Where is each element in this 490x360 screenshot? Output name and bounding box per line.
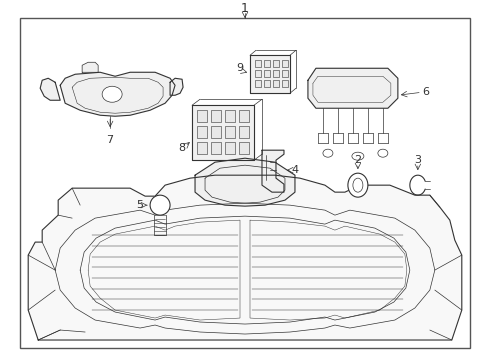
Polygon shape <box>195 158 295 206</box>
Bar <box>255 80 261 87</box>
Ellipse shape <box>352 152 364 160</box>
Bar <box>197 142 207 154</box>
Bar <box>211 110 221 122</box>
Bar <box>273 70 279 77</box>
Polygon shape <box>250 55 290 93</box>
Ellipse shape <box>353 178 363 192</box>
Bar <box>273 80 279 87</box>
Bar <box>211 142 221 154</box>
Bar <box>264 70 270 77</box>
Bar <box>197 126 207 138</box>
Polygon shape <box>72 77 163 113</box>
Text: 8: 8 <box>178 143 186 153</box>
Polygon shape <box>40 78 60 100</box>
Polygon shape <box>192 105 254 160</box>
Text: 2: 2 <box>354 155 362 165</box>
Polygon shape <box>28 175 462 340</box>
Bar <box>264 60 270 67</box>
Polygon shape <box>170 78 183 95</box>
Ellipse shape <box>150 195 170 215</box>
Bar <box>225 110 235 122</box>
Text: 5: 5 <box>137 200 144 210</box>
Bar <box>282 70 288 77</box>
Text: 9: 9 <box>237 63 244 73</box>
Bar <box>255 60 261 67</box>
Text: 7: 7 <box>106 135 114 145</box>
Polygon shape <box>80 216 410 324</box>
Polygon shape <box>60 72 175 116</box>
Text: 3: 3 <box>415 155 421 165</box>
Polygon shape <box>82 62 98 72</box>
Bar <box>255 70 261 77</box>
Polygon shape <box>88 220 240 320</box>
Bar <box>225 142 235 154</box>
Polygon shape <box>55 203 435 334</box>
Polygon shape <box>250 220 407 320</box>
Bar <box>239 142 249 154</box>
Polygon shape <box>308 68 398 108</box>
Text: 6: 6 <box>422 87 429 97</box>
Ellipse shape <box>348 173 368 197</box>
Bar <box>211 126 221 138</box>
Bar <box>264 80 270 87</box>
Bar <box>282 60 288 67</box>
Polygon shape <box>262 150 284 192</box>
Ellipse shape <box>323 149 333 157</box>
Bar <box>239 110 249 122</box>
Ellipse shape <box>102 86 122 102</box>
Polygon shape <box>313 76 391 102</box>
Bar <box>273 60 279 67</box>
Bar <box>239 126 249 138</box>
Bar <box>225 126 235 138</box>
Text: 4: 4 <box>292 165 298 175</box>
Ellipse shape <box>378 149 388 157</box>
Text: 1: 1 <box>241 2 249 15</box>
Bar <box>282 80 288 87</box>
Bar <box>197 110 207 122</box>
Polygon shape <box>205 165 285 203</box>
